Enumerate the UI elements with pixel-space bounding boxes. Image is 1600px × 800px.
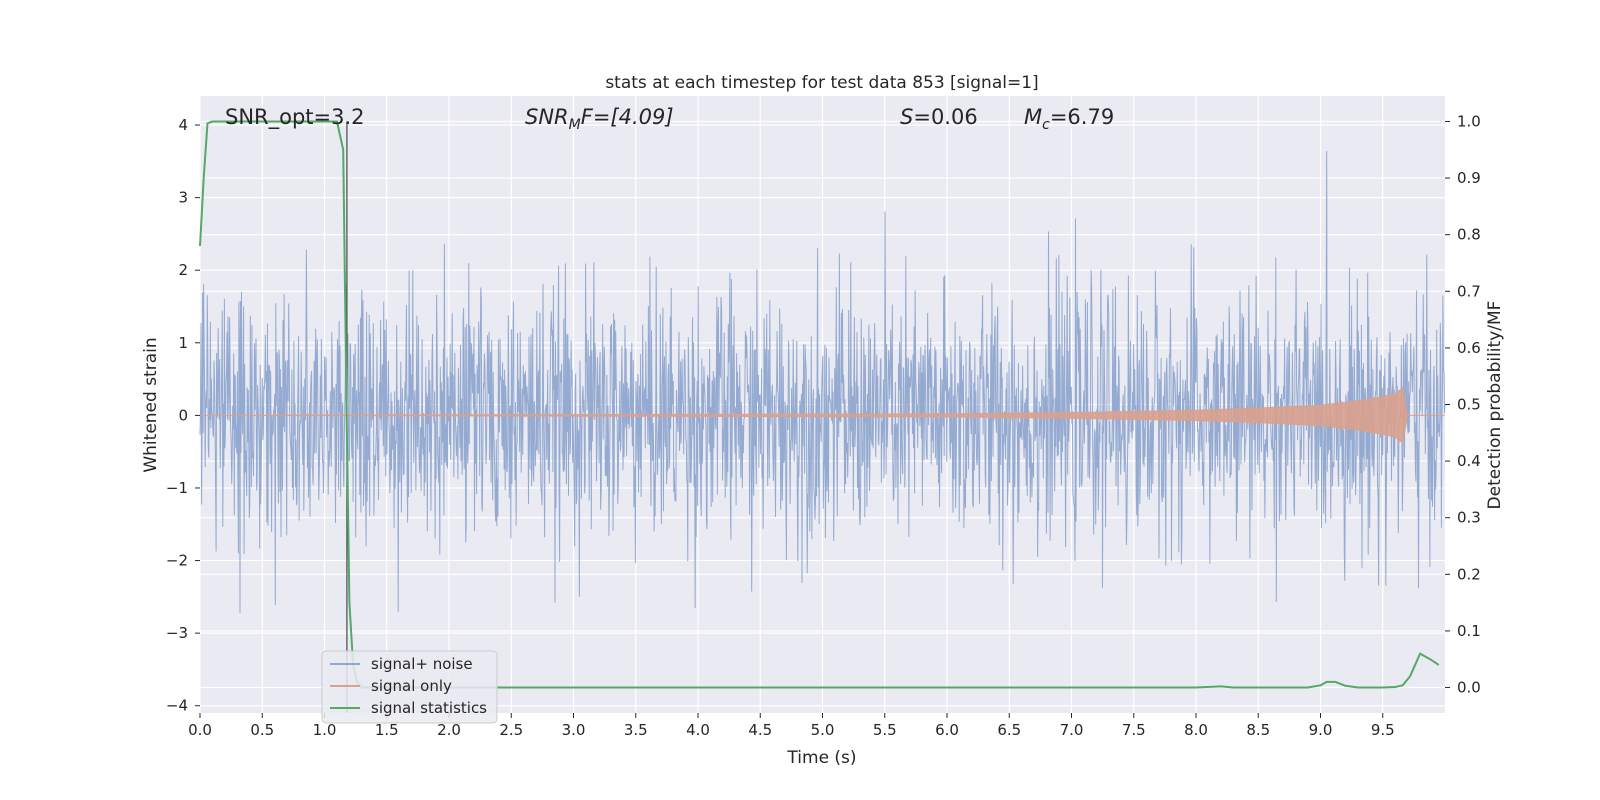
s-symbol: S	[900, 105, 913, 129]
x-tick-label: 1.5	[375, 721, 399, 739]
x-tick-label: 3.0	[562, 721, 586, 739]
snr-mf-tail: F=[4.09]	[581, 105, 674, 129]
x-tick-label: 1.0	[313, 721, 337, 739]
y2-tick-label: 0.6	[1457, 339, 1481, 357]
x-tick-label: 3.5	[624, 721, 648, 739]
x-tick-label: 2.5	[499, 721, 523, 739]
x-tick-label: 8.5	[1246, 721, 1270, 739]
mc-annotation: Mc=6.79	[1024, 105, 1114, 133]
y-tick-label: 3	[178, 189, 188, 207]
noise-trace	[199, 151, 1446, 614]
x-tick-label: 5.0	[811, 721, 835, 739]
legend-label-signal-only: signal only	[371, 677, 452, 695]
y2-axis-ticks: 1.0 0.9 0.8 0.7 0.6 0.5 0.4 0.3 0.2 0.1 0.0	[1445, 112, 1481, 697]
x-axis-ticks: 0.0 0.5 1.0 1.5 2.0 2.5 3.0 3.5 4.0 4.5 5.0 5.5 6.0 6…	[188, 713, 1395, 739]
x-tick-label: 7.5	[1122, 721, 1146, 739]
x-tick-label: 9.5	[1371, 721, 1395, 739]
x-tick-label: 4.0	[686, 721, 710, 739]
snr-mf-subscript: M	[569, 117, 581, 133]
y-tick-label: −3	[166, 624, 188, 642]
signal-only-trace	[199, 386, 1445, 444]
y-tick-label: 0	[178, 406, 188, 424]
y2-tick-label: 0.2	[1457, 565, 1481, 583]
signal-statistics-trace	[199, 120, 1440, 689]
x-tick-label: 2.0	[437, 721, 461, 739]
snr-mf-annotation: SNRMF=[4.09]	[525, 105, 674, 133]
snr-opt-annotation: SNR_opt=3.2	[225, 105, 365, 130]
y2-tick-label: 0.7	[1457, 282, 1481, 300]
y2-tick-label: 0.4	[1457, 452, 1481, 470]
s-value: =0.06	[913, 105, 977, 129]
y-tick-label: 1	[178, 334, 188, 352]
x-tick-label: 0.5	[250, 721, 274, 739]
x-tick-label: 9.0	[1309, 721, 1333, 739]
y2-axis-label: Detection probability/MF	[1485, 301, 1505, 510]
y-axis-label: Whitened strain	[141, 337, 161, 472]
x-tick-label: 8.0	[1184, 721, 1208, 739]
signal-statistics-series	[199, 120, 1440, 689]
y-tick-label: −1	[166, 479, 188, 497]
chart-title: stats at each timestep for test data 853…	[605, 73, 1038, 93]
y2-tick-label: 0.0	[1457, 679, 1481, 697]
x-tick-label: 4.5	[748, 721, 772, 739]
y-tick-label: 2	[178, 261, 188, 279]
legend-label-signal-noise: signal+ noise	[371, 655, 473, 673]
x-tick-label: 6.5	[997, 721, 1021, 739]
y-tick-label: −2	[166, 552, 188, 570]
y2-tick-label: 1.0	[1457, 112, 1481, 130]
mc-subscript: c	[1042, 117, 1050, 133]
x-tick-label: 5.5	[873, 721, 897, 739]
signal-only-series	[199, 386, 1445, 444]
y2-tick-label: 0.8	[1457, 226, 1481, 244]
legend-box	[321, 650, 498, 724]
y2-tick-label: 0.3	[1457, 509, 1481, 527]
legend-label-signal-statistics: signal statistics	[371, 699, 487, 717]
noise-series	[199, 151, 1446, 614]
s-annotation: S=0.06	[900, 105, 978, 129]
y2-tick-label: 0.9	[1457, 169, 1481, 187]
legend: signal+ noise signal only signal statist…	[321, 650, 498, 724]
x-tick-label: 0.0	[188, 721, 212, 739]
snr-mf-base: SNR	[525, 105, 569, 129]
y-tick-label: −4	[166, 697, 188, 715]
y-tick-label: 4	[178, 116, 188, 134]
y2-tick-label: 0.1	[1457, 622, 1481, 640]
y2-tick-label: 0.5	[1457, 396, 1481, 414]
mc-symbol: M	[1024, 105, 1042, 129]
mc-value: =6.79	[1050, 105, 1114, 129]
x-tick-label: 6.0	[935, 721, 959, 739]
x-axis-label: Time (s)	[786, 748, 856, 768]
x-tick-label: 7.0	[1060, 721, 1084, 739]
y-axis-ticks: 4 3 2 1 0 −1 −2 −3 −4	[166, 116, 200, 715]
